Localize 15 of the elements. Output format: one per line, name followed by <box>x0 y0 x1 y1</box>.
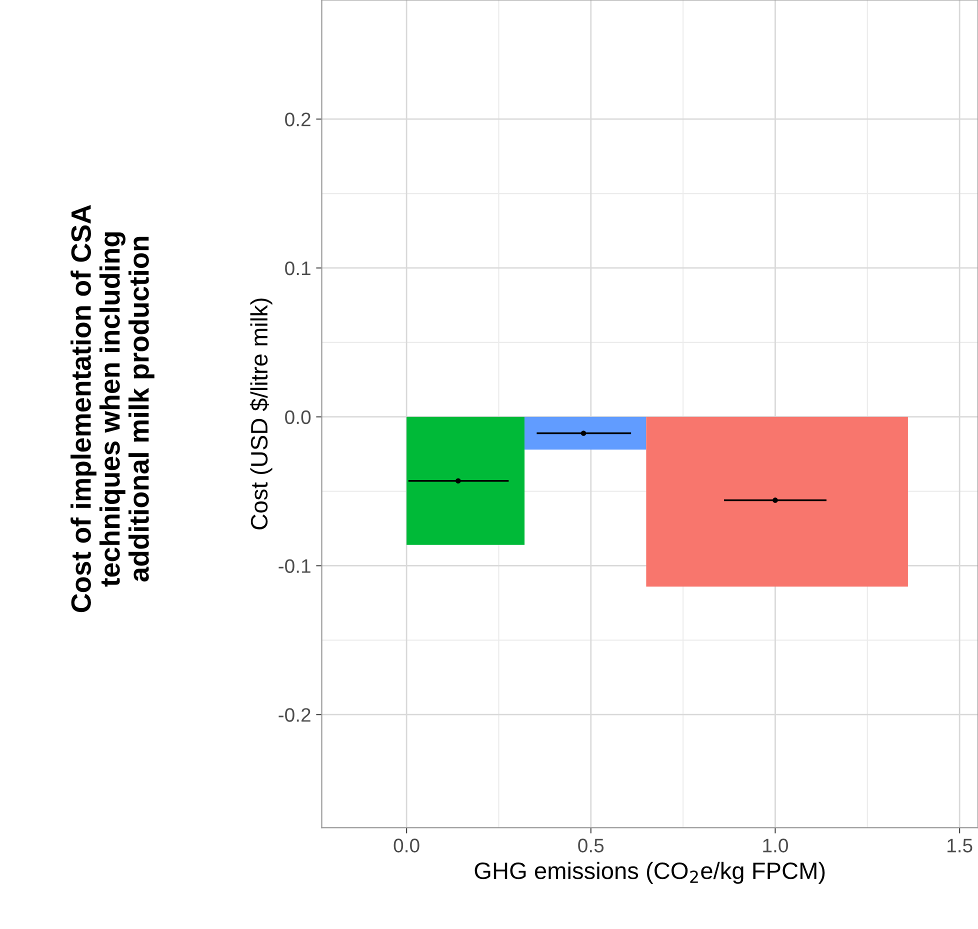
y-tick-label: -0.2 <box>278 708 310 722</box>
x-tick-label: 0.5 <box>578 838 604 852</box>
y-tick-label: 0.1 <box>285 261 310 276</box>
x-tick-label: 0.0 <box>394 838 420 852</box>
text: Cost of implementation of CSA techniques when including additional milk production <box>70 205 154 612</box>
point <box>456 478 461 484</box>
y-tick-label: 0.2 <box>285 112 310 126</box>
point <box>580 430 586 436</box>
y-tick-label: -0.1 <box>278 559 310 573</box>
y-tick-label: 0.0 <box>285 410 311 424</box>
y-axis-title: Cost (USD $/litre milk) <box>250 298 272 530</box>
x-tick-label: 1.5 <box>948 838 972 852</box>
point <box>772 498 778 503</box>
x-tick-label: 1.0 <box>763 838 788 852</box>
x-axis-title: GHG emissions (CO$_{2}$e/kg FPCM) <box>474 862 825 884</box>
